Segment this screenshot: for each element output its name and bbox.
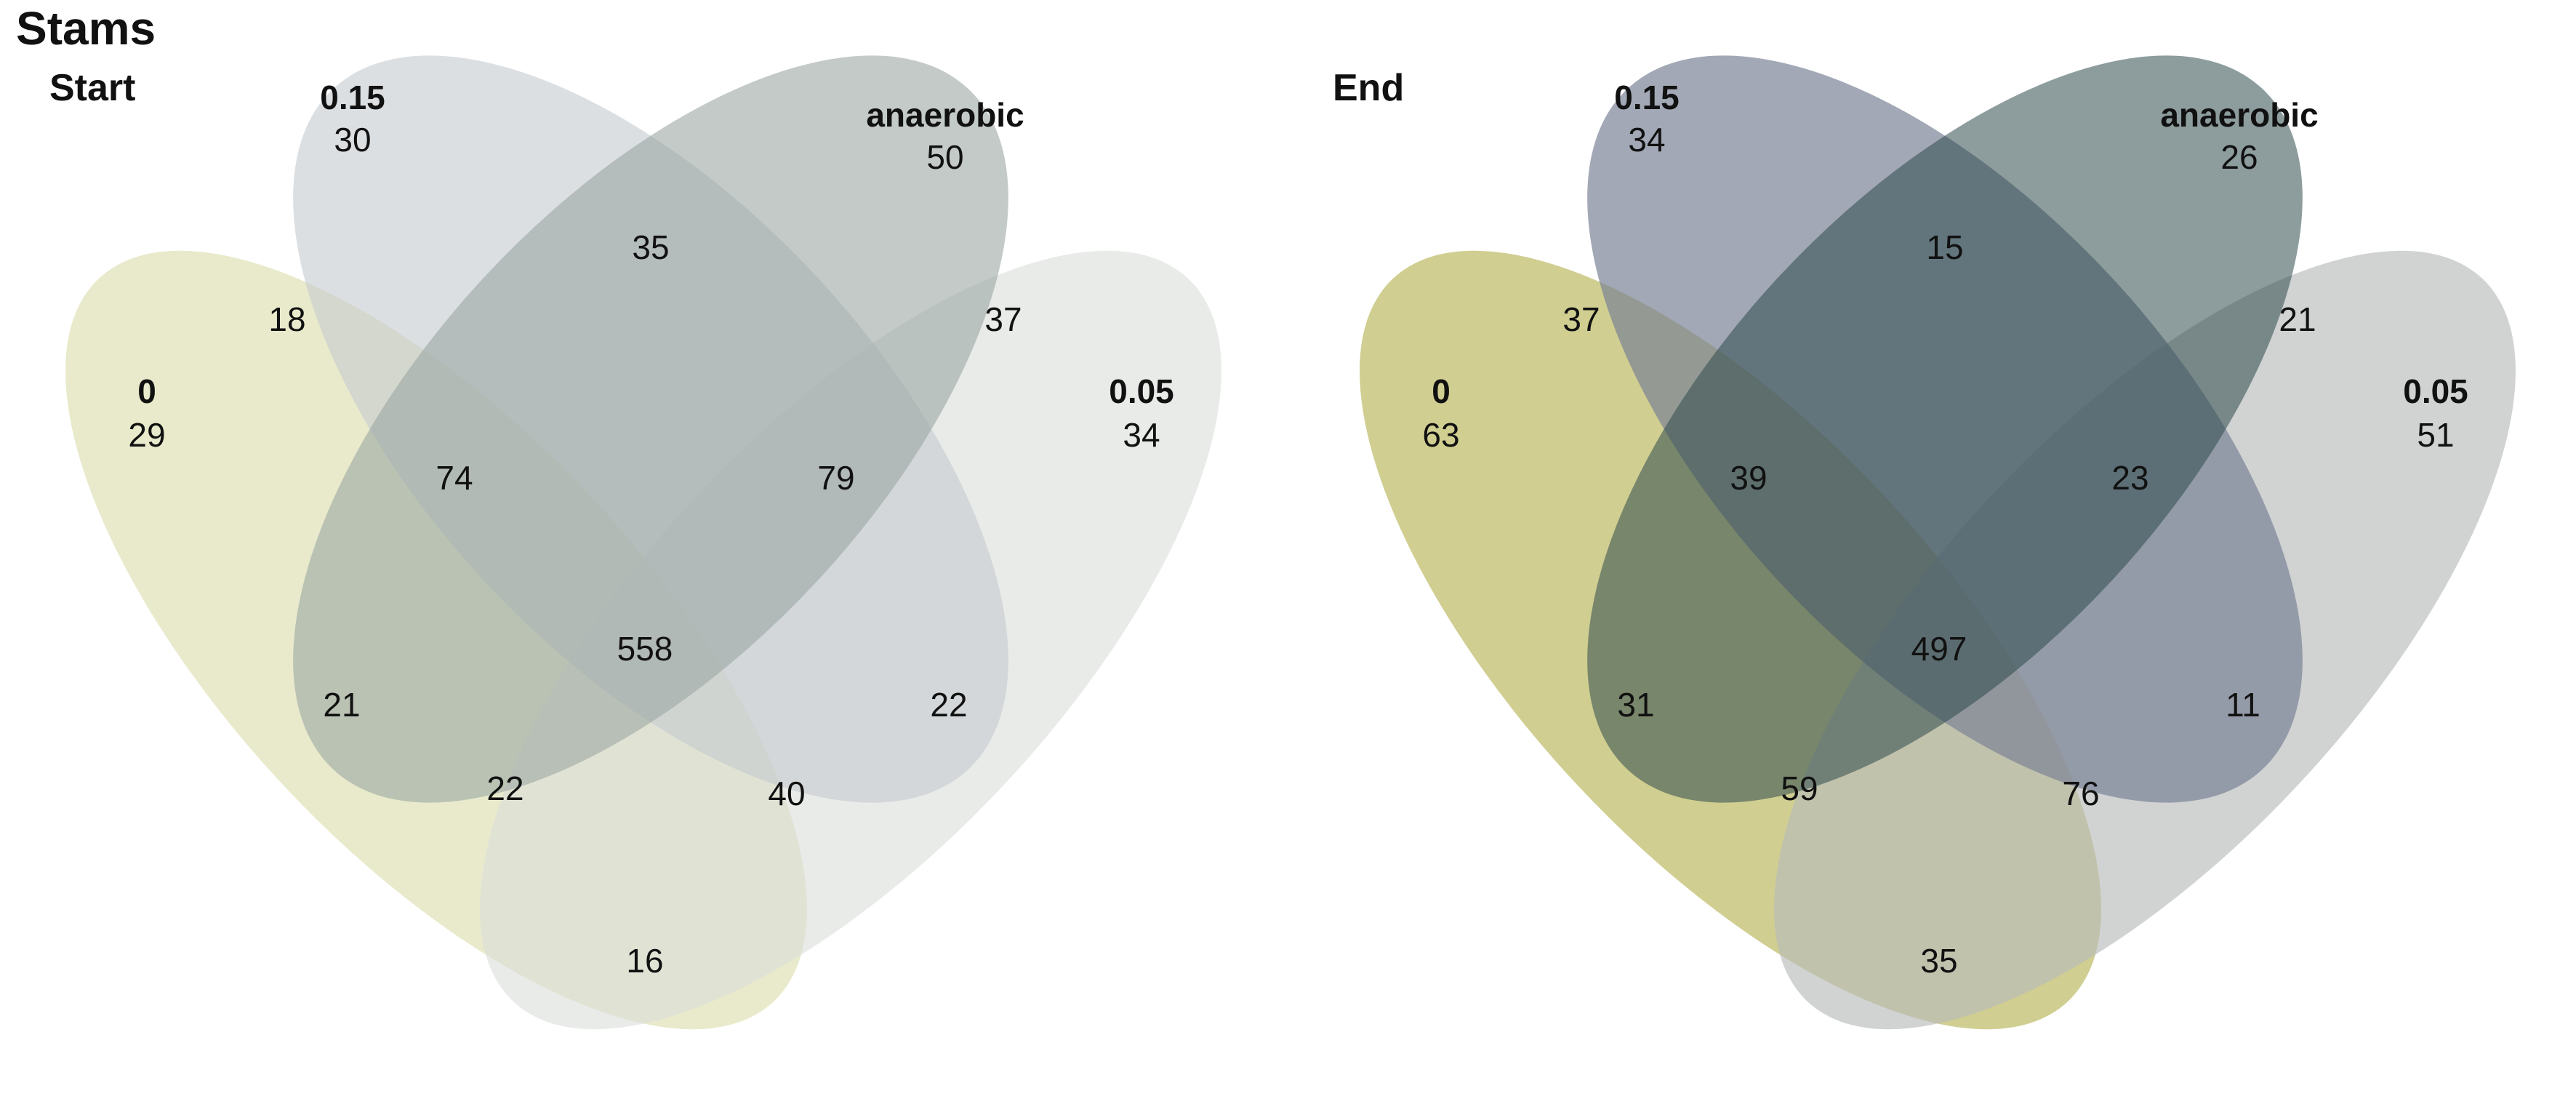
set-label-0.05: 0.05 [1109, 372, 1174, 410]
set-label-0: 0 [1432, 372, 1450, 410]
region-count: 37 [984, 300, 1022, 338]
region-count: 22 [930, 686, 967, 724]
set-count-0.05: 51 [2417, 416, 2454, 454]
set-ellipse-anaerobic [293, 55, 1008, 803]
set-label-anaerobic: anaerobic [2160, 96, 2318, 134]
region-count: 37 [1562, 300, 1600, 338]
venn-panel-start: Start 0.15 30 anaerobic 50 0 29 0.05 34 … [49, 55, 1221, 1030]
region-count: 21 [2279, 300, 2316, 338]
set-count-0: 29 [128, 416, 165, 454]
set-count-0.15: 30 [334, 121, 371, 159]
region-count: 79 [817, 459, 854, 497]
venn-panel-end: End 0.15 34 anaerobic 26 0 63 0.05 51 15… [1333, 55, 2516, 1030]
region-count: 558 [617, 630, 673, 668]
figure-title: Stams [16, 2, 156, 55]
region-count: 31 [1617, 686, 1654, 724]
set-count-anaerobic: 50 [926, 138, 963, 176]
set-ellipse-anaerobic [1587, 55, 2303, 803]
set-label-0: 0 [137, 372, 156, 410]
set-label-0.05: 0.05 [2403, 372, 2468, 410]
region-count: 35 [1920, 942, 1957, 980]
set-label-0.15: 0.15 [1614, 79, 1680, 116]
set-count-0.15: 34 [1628, 121, 1665, 159]
region-count: 21 [323, 686, 360, 724]
region-count: 59 [1781, 769, 1818, 807]
region-count: 11 [2226, 686, 2260, 724]
region-count: 39 [1730, 459, 1767, 497]
region-count: 40 [768, 775, 805, 812]
set-count-0: 63 [1422, 416, 1459, 454]
region-count: 74 [436, 459, 473, 497]
region-count: 35 [632, 228, 669, 266]
region-count: 16 [626, 942, 663, 980]
region-count: 76 [2062, 775, 2099, 812]
region-count: 15 [1926, 228, 1963, 266]
set-label-anaerobic: anaerobic [866, 96, 1024, 134]
region-count: 497 [1911, 630, 1967, 668]
set-label-0.15: 0.15 [320, 79, 385, 116]
set-count-0.05: 34 [1123, 416, 1160, 454]
region-count: 23 [2111, 459, 2148, 497]
panel-title-end: End [1333, 67, 1404, 109]
panel-title-start: Start [49, 67, 135, 109]
set-count-anaerobic: 26 [2220, 138, 2258, 176]
region-count: 22 [486, 769, 523, 807]
region-count: 18 [268, 300, 305, 338]
